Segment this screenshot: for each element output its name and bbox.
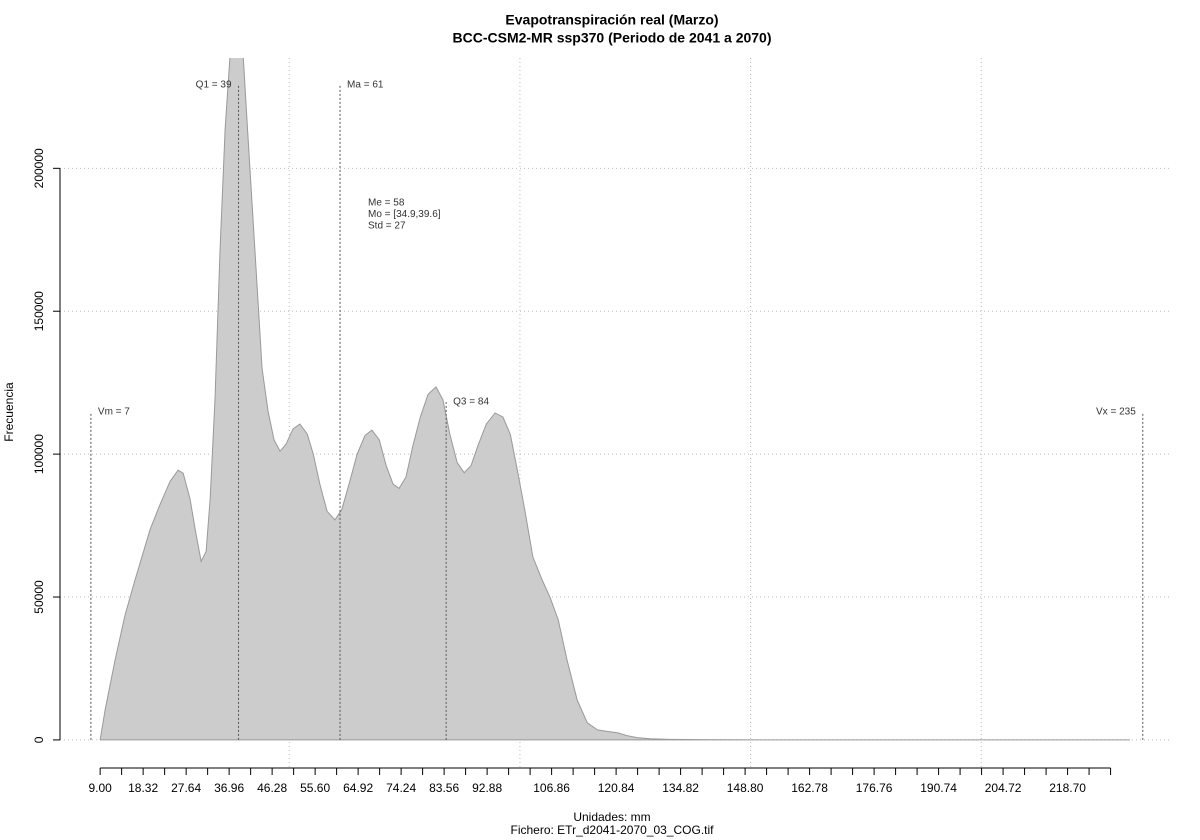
- plot-area: [99, 58, 1130, 741]
- x-tick-label: 148.80: [727, 781, 764, 795]
- y-axis-label: Frecuencia: [2, 382, 16, 442]
- x-tick-label: 55.60: [300, 781, 330, 795]
- y-tick-label: 150000: [32, 291, 46, 331]
- caption: Fichero: ETr_d2041-2070_03_COG.tif: [511, 823, 715, 837]
- y-tick-label: 0: [32, 736, 46, 743]
- x-tick-label: 27.64: [171, 781, 201, 795]
- x-tick-label: 92.88: [472, 781, 502, 795]
- y-tick-label: 100000: [32, 434, 46, 474]
- reference-label: Vm = 7: [98, 407, 130, 418]
- x-tick-label: 83.56: [429, 781, 459, 795]
- x-tick-label: 176.76: [856, 781, 893, 795]
- reference-label: Q3 = 84: [453, 397, 489, 408]
- x-tick-label: 64.92: [343, 781, 373, 795]
- x-tick-label: 46.28: [257, 781, 287, 795]
- reference-label: Ma = 61: [347, 80, 384, 91]
- x-tick-label: 134.82: [662, 781, 699, 795]
- x-tick-label: 190.74: [920, 781, 957, 795]
- stat-label: Std = 27: [368, 221, 406, 232]
- stat-label: Mo = [34.9,39.6]: [368, 209, 441, 220]
- x-tick-label: 9.00: [88, 781, 112, 795]
- x-tick-label: 74.24: [386, 781, 416, 795]
- x-tick-label: 204.72: [985, 781, 1022, 795]
- x-tick-label: 36.96: [214, 781, 244, 795]
- y-tick-label: 50000: [32, 580, 46, 614]
- y-tick-label: 200000: [32, 148, 46, 188]
- chart-subtitle: BCC-CSM2-MR ssp370 (Periodo de 2041 a 20…: [453, 30, 772, 46]
- x-axis-label: Unidades: mm: [573, 810, 650, 824]
- reference-label: Vx = 235: [1096, 407, 1136, 418]
- x-tick-label: 218.70: [1049, 781, 1086, 795]
- reference-label: Q1 = 39: [196, 80, 232, 91]
- x-tick-label: 162.78: [791, 781, 828, 795]
- x-tick-label: 120.84: [598, 781, 635, 795]
- x-tick-label: 18.32: [128, 781, 158, 795]
- stat-label: Me = 58: [368, 198, 405, 209]
- chart-title: Evapotranspiración real (Marzo): [505, 12, 718, 28]
- density-area: [99, 58, 1130, 741]
- x-tick-label: 106.86: [533, 781, 570, 795]
